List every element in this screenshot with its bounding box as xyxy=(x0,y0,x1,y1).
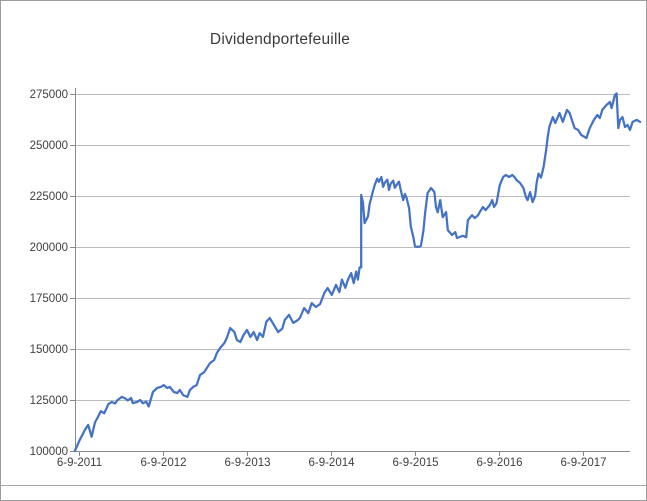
y-tick-label: 175000 xyxy=(30,293,68,305)
y-tick-label: 225000 xyxy=(30,191,68,203)
y-tick-label: 125000 xyxy=(30,395,68,407)
x-tick-label: 6-9-2015 xyxy=(392,457,438,469)
x-tick-label: 6-9-2013 xyxy=(224,457,270,469)
y-tick-label: 150000 xyxy=(30,344,68,356)
x-tick-label: 6-9-2016 xyxy=(476,457,522,469)
x-tick-label: 6-9-2012 xyxy=(140,457,186,469)
y-tick-label: 100000 xyxy=(30,446,68,458)
series-line xyxy=(73,92,642,453)
y-tick-label: 250000 xyxy=(30,140,68,152)
chart-title: Dividendportefeuille xyxy=(209,31,351,48)
y-tick-label: 200000 xyxy=(30,242,68,254)
x-tick-label: 6-9-2017 xyxy=(560,457,606,469)
x-tick-label: 6-9-2011 xyxy=(57,457,102,469)
y-tick-label: 275000 xyxy=(30,89,68,101)
x-tick-label: 6-9-2014 xyxy=(308,457,355,469)
